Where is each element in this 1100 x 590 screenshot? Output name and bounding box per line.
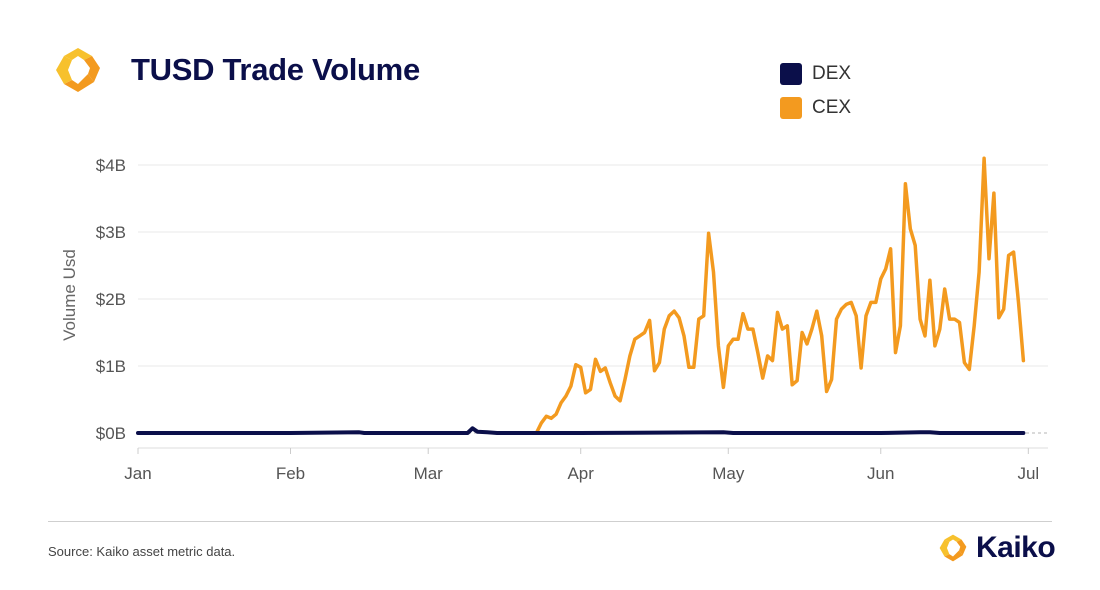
series-line-dex	[136, 426, 1026, 435]
brand-name: Kaiko	[976, 531, 1056, 564]
x-tick-label: Mar	[414, 464, 444, 483]
source-note: Source: Kaiko asset metric data.	[48, 544, 236, 559]
footer-divider	[48, 521, 1052, 522]
legend-swatch-cex	[780, 97, 802, 119]
line-chart: $0B $1B $2B $3B $4B Jan Feb Mar Apr May Jun Jul Volu…	[60, 156, 1048, 483]
chart-title: TUSD Trade Volume	[131, 52, 420, 87]
kaiko-brand-icon	[939, 534, 967, 562]
x-tick-label: Jul	[1017, 464, 1039, 483]
y-tick-label: $3B	[96, 223, 126, 242]
brand-logo: Kaiko	[936, 531, 1056, 565]
y-tick-label: $1B	[96, 357, 126, 376]
y-tick-label: $4B	[96, 156, 126, 175]
x-tick-label: Feb	[276, 464, 305, 483]
x-tick-label: Jun	[867, 464, 894, 483]
legend-label-dex: DEX	[812, 63, 852, 84]
y-tick-label: $2B	[96, 290, 126, 309]
legend-item-cex[interactable]: CEX	[780, 96, 851, 120]
x-tick-label: Jan	[124, 464, 151, 483]
y-axis-label: Volume Usd	[60, 249, 79, 341]
x-tick-label: May	[712, 464, 745, 483]
x-tick-label: Apr	[567, 464, 594, 483]
legend-label-cex: CEX	[812, 97, 852, 118]
y-tick-label: $0B	[96, 424, 126, 443]
series-line-cex	[534, 156, 1026, 435]
kaiko-logo-icon	[56, 48, 100, 92]
legend-item-dex[interactable]: DEX	[780, 62, 851, 86]
legend-swatch-dex	[780, 63, 802, 85]
